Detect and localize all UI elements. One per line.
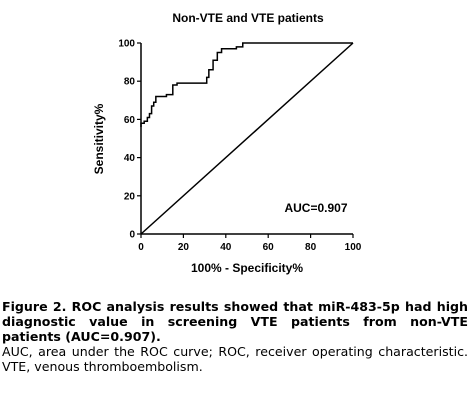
- figure-caption: Figure 2. ROC analysis results showed th…: [2, 299, 468, 374]
- x-tick-label-60: 60: [263, 242, 275, 253]
- chart-title: Non-VTE and VTE patients: [172, 11, 324, 25]
- reference-diagonal-line: [140, 42, 354, 235]
- x-axis-label: 100% - Specificity%: [191, 261, 303, 275]
- y-tick-label-60: 60: [124, 115, 136, 126]
- y-tick-label-20: 20: [124, 191, 136, 202]
- y-tick-label-80: 80: [124, 77, 136, 88]
- x-tick-label-0: 0: [138, 242, 144, 253]
- caption-note: AUC, area under the ROC curve; ROC, rece…: [2, 344, 468, 374]
- y-tick-label-0: 0: [129, 230, 135, 241]
- roc-chart: Non-VTE and VTE patients 0 20 40 60 80 100 0 20…: [92, 11, 362, 275]
- caption-title: Figure 2. ROC analysis results showed th…: [2, 299, 468, 344]
- x-tick-label-80: 80: [305, 242, 317, 253]
- y-axis-label: Sensitivity%: [92, 103, 106, 174]
- roc-curve-line: [140, 42, 353, 128]
- x-tick-label-40: 40: [220, 242, 232, 253]
- plot-area: 0 20 40 60 80 100 0 20 40 60 80 100: [118, 39, 361, 254]
- x-tick-label-20: 20: [178, 242, 190, 253]
- y-tick-label-40: 40: [124, 153, 136, 164]
- auc-annotation: AUC=0.907: [284, 201, 347, 215]
- y-tick-label-100: 100: [118, 39, 135, 50]
- x-tick-label-100: 100: [345, 242, 362, 253]
